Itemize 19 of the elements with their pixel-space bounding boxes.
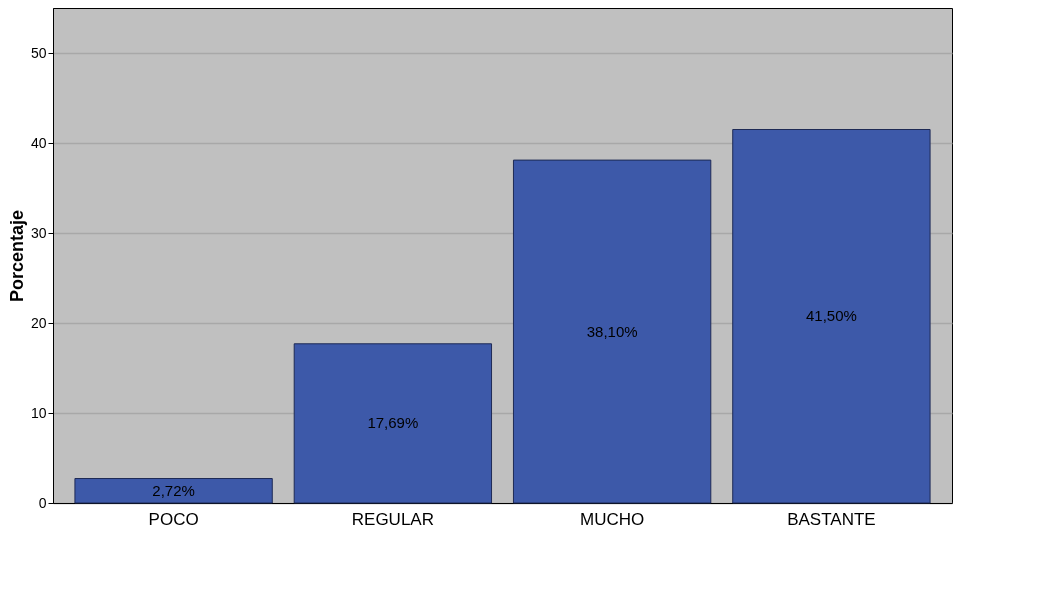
y-axis-title: Porcentaje bbox=[6, 209, 27, 303]
data-label: 2,72% bbox=[152, 481, 195, 499]
data-label: 41,50% bbox=[805, 307, 857, 325]
y-tick-label: 0 bbox=[38, 494, 47, 511]
y-tick-label: 40 bbox=[30, 134, 47, 151]
x-tick-label: BASTANTE bbox=[787, 509, 876, 529]
y-tick-label: 20 bbox=[30, 314, 47, 331]
bar bbox=[512, 159, 712, 504]
bar bbox=[74, 478, 273, 504]
x-tick-label: MUCHO bbox=[580, 509, 645, 529]
data-label: 17,69% bbox=[367, 414, 419, 432]
y-tick-label: 30 bbox=[30, 224, 47, 241]
x-tick-label: REGULAR bbox=[351, 509, 434, 529]
x-tick-label: POCO bbox=[148, 509, 199, 529]
y-tick-label: 50 bbox=[30, 44, 47, 61]
bar bbox=[293, 343, 493, 504]
y-tick-label: 10 bbox=[30, 404, 47, 421]
data-label: 38,10% bbox=[586, 322, 638, 340]
bar bbox=[732, 129, 931, 504]
